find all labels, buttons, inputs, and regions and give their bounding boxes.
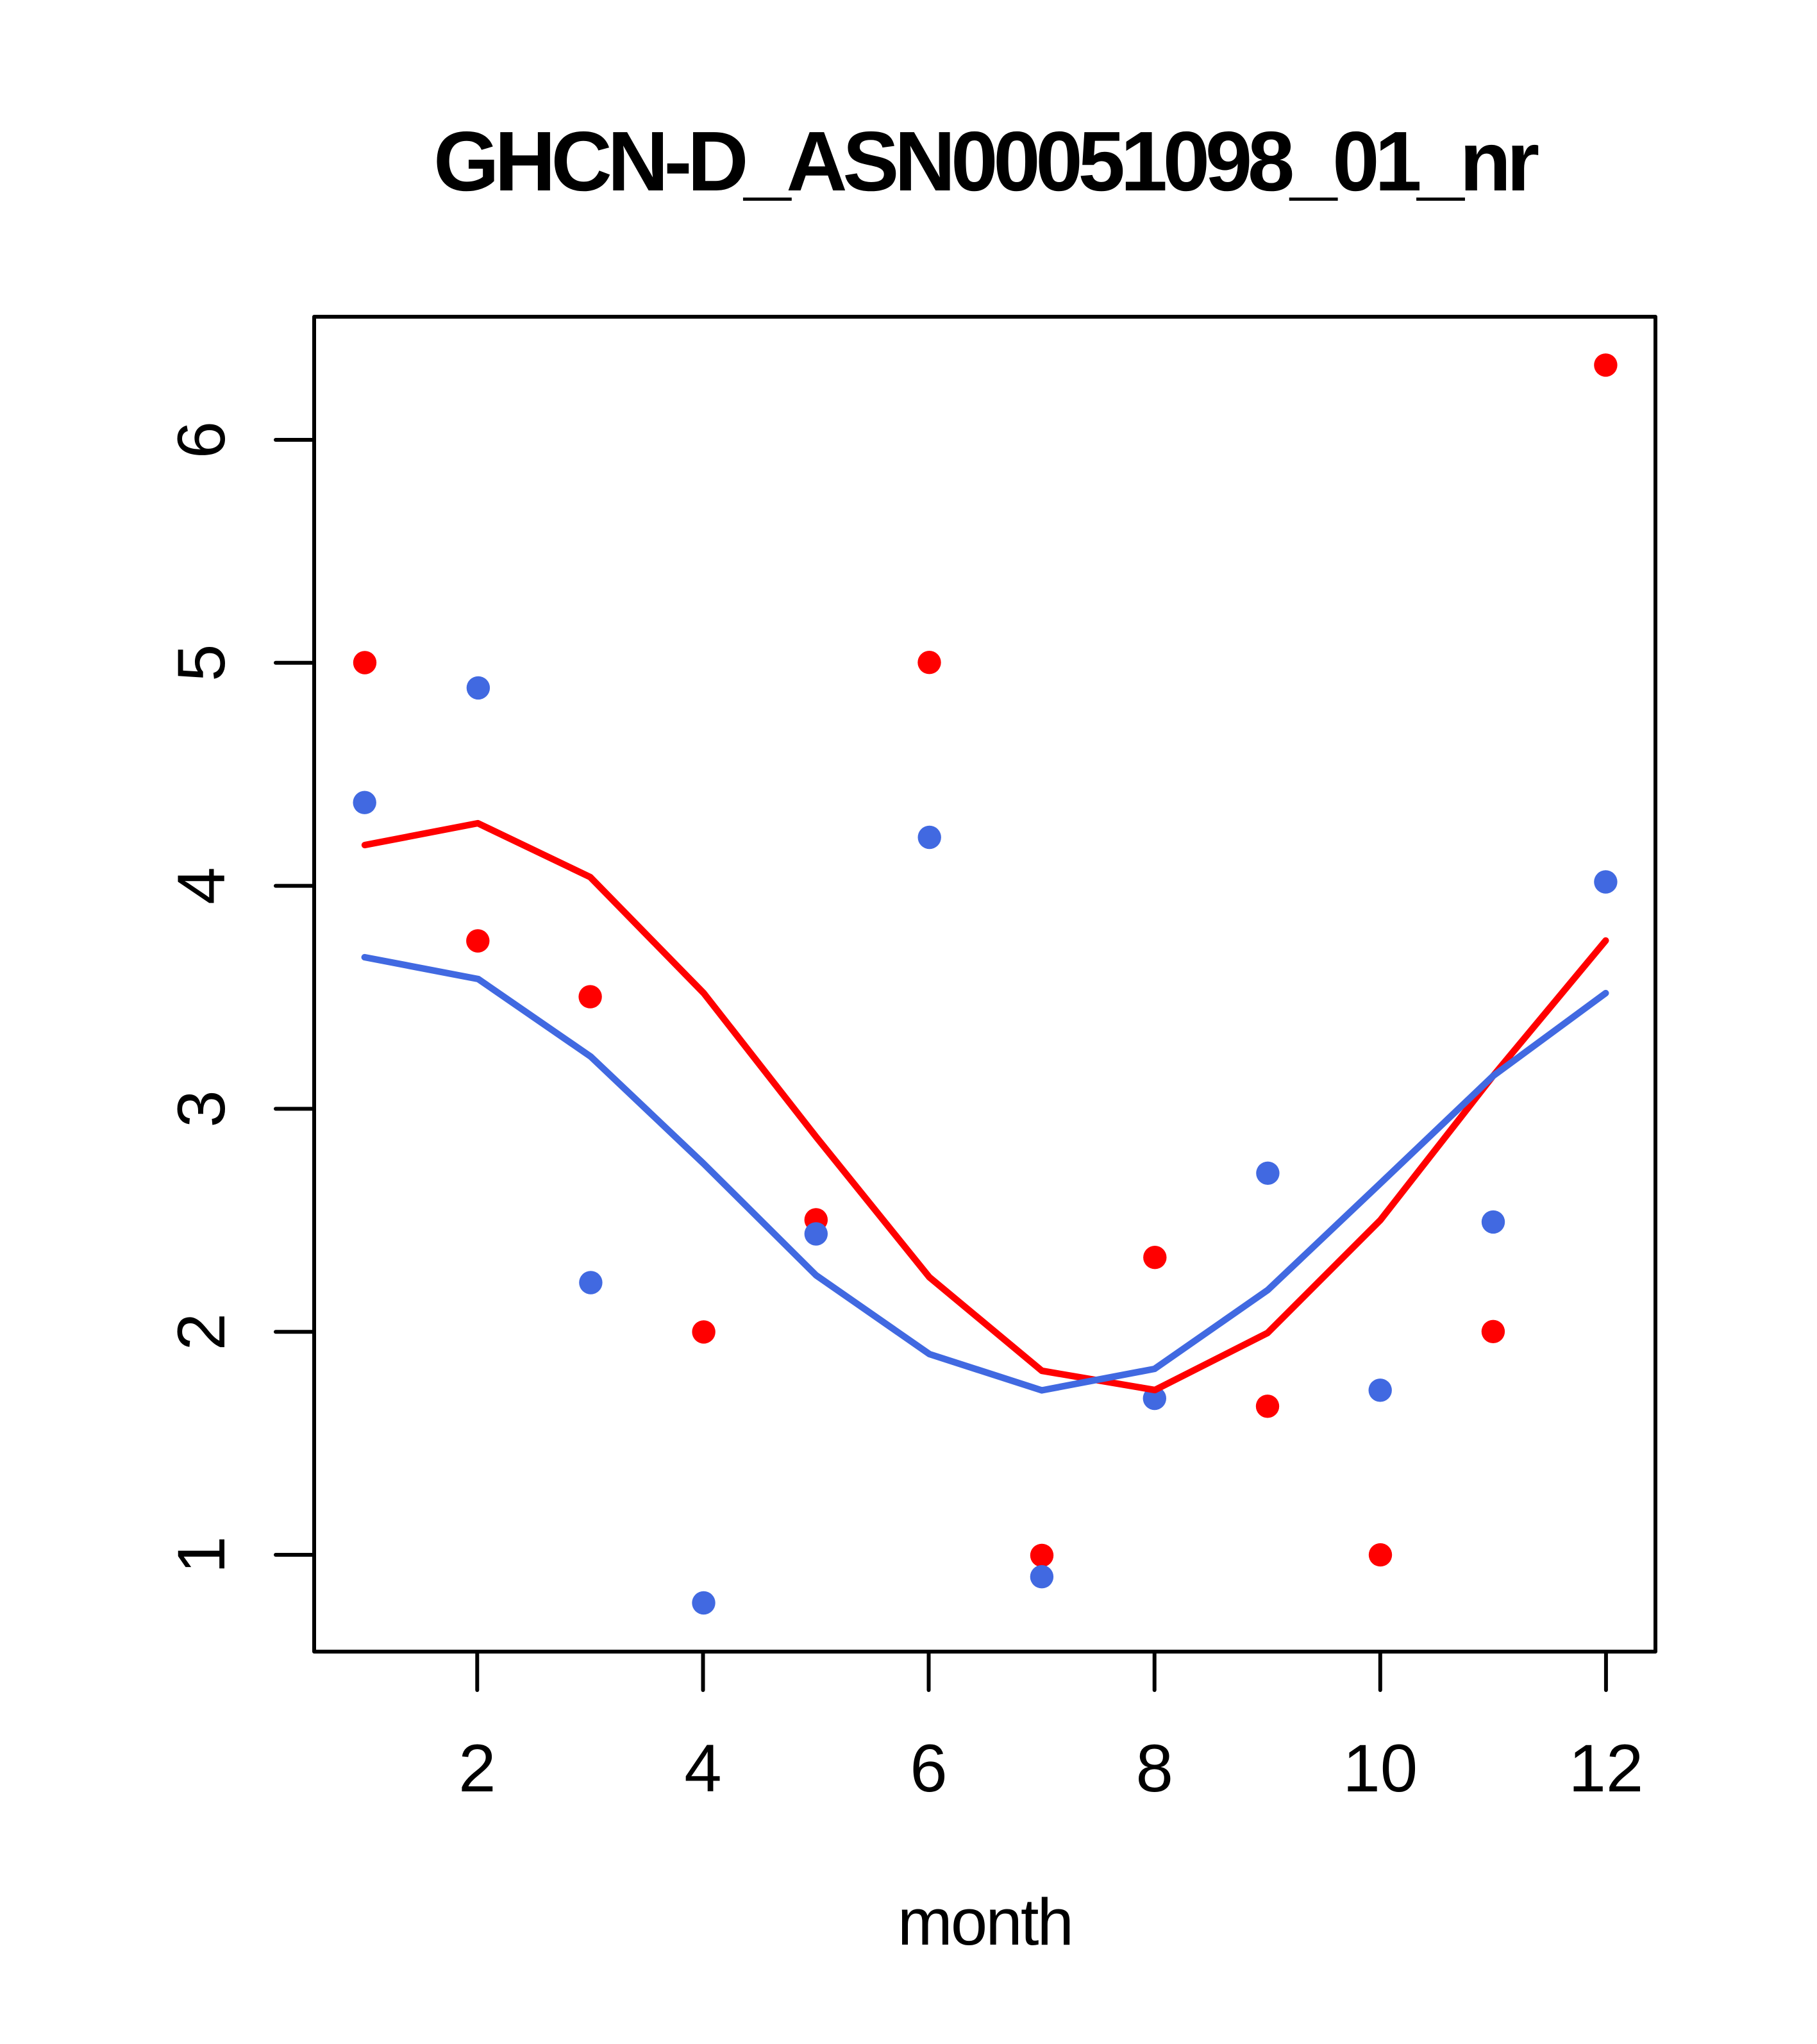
svg-text:4: 4 (684, 1731, 721, 1806)
svg-text:12: 12 (1569, 1731, 1644, 1806)
svg-text:5: 5 (164, 644, 239, 682)
svg-text:1: 1 (164, 1536, 239, 1573)
svg-text:8: 8 (1135, 1731, 1173, 1806)
svg-text:2: 2 (164, 1313, 239, 1350)
svg-text:6: 6 (910, 1731, 947, 1806)
svg-text:2: 2 (458, 1731, 496, 1806)
svg-text:6: 6 (164, 421, 239, 458)
svg-text:3: 3 (164, 1090, 239, 1127)
svg-text:month: month (898, 1885, 1072, 1959)
svg-text:GHCN-D_ASN00051098_01_nr: GHCN-D_ASN00051098_01_nr (433, 114, 1539, 208)
svg-text:4: 4 (164, 867, 239, 904)
svg-text:10: 10 (1343, 1731, 1418, 1806)
